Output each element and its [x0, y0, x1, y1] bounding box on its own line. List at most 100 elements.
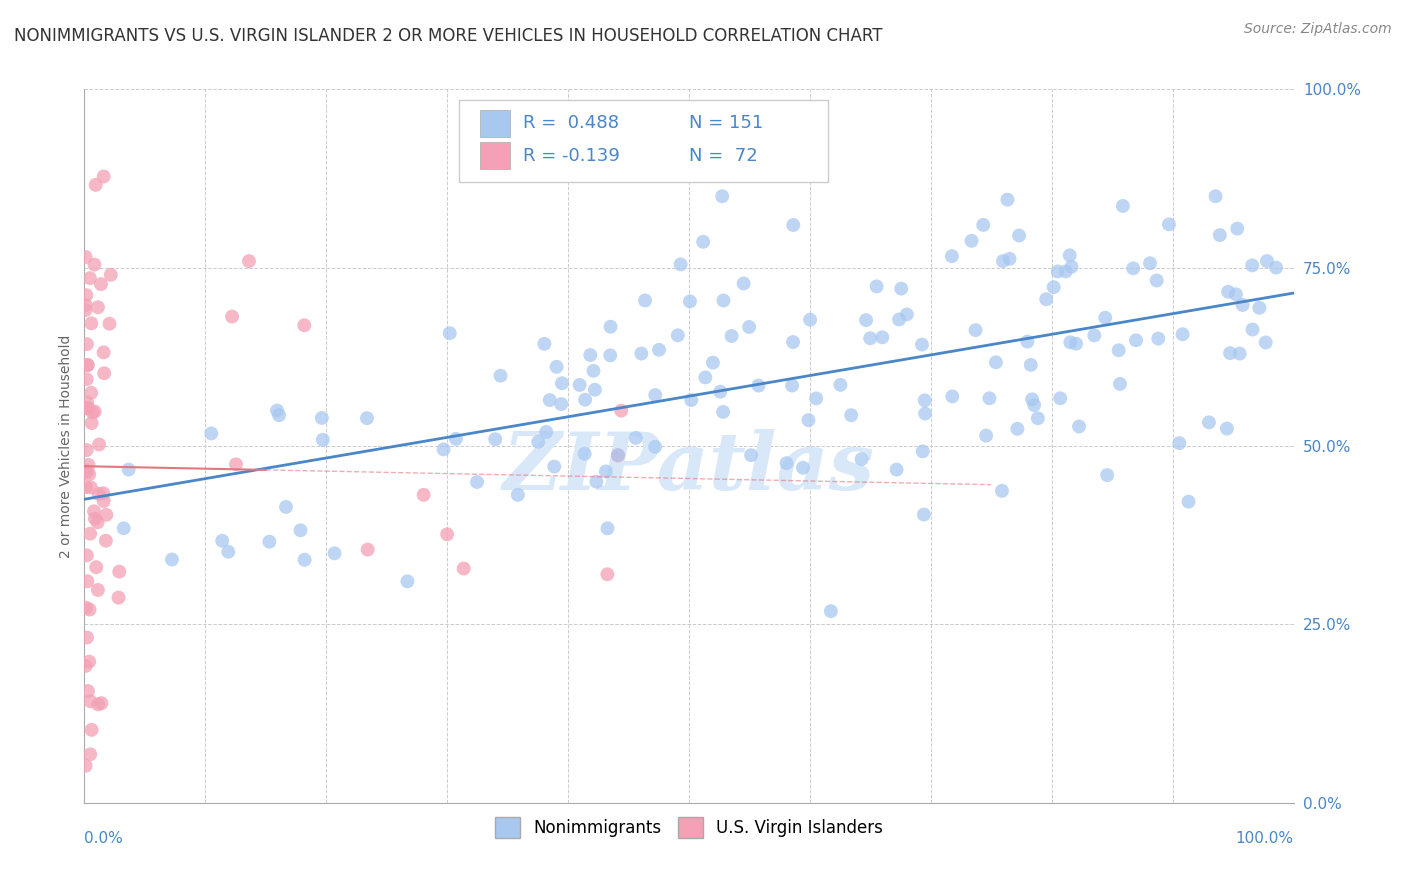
Point: [290, 523, 312, 537]
Point: [444, 432, 467, 446]
Point: [1035, 292, 1057, 306]
Point: [527, 434, 550, 449]
Point: [634, 293, 657, 308]
Point: [1241, 322, 1264, 336]
Point: [1112, 199, 1135, 213]
Point: [582, 364, 605, 378]
Point: [98, 317, 121, 331]
Point: [465, 475, 488, 489]
Point: [1024, 398, 1046, 412]
Point: [118, 462, 141, 476]
Point: [538, 393, 561, 408]
Point: [323, 546, 346, 560]
Y-axis label: 2 or more Vehicles in Household: 2 or more Vehicles in Household: [59, 334, 73, 558]
Text: ZIPatlas: ZIPatlas: [503, 429, 875, 506]
Point: [396, 574, 419, 589]
Point: [107, 591, 129, 605]
Point: [695, 370, 717, 384]
Point: [1054, 264, 1077, 278]
Point: [550, 397, 572, 411]
Point: [1026, 411, 1049, 425]
Point: [568, 378, 591, 392]
Point: [1177, 494, 1199, 508]
Point: [80, 416, 103, 430]
Point: [200, 426, 222, 441]
Point: [93, 486, 115, 500]
Point: [93, 494, 115, 508]
Point: [711, 405, 734, 419]
Point: [1241, 259, 1264, 273]
Point: [644, 440, 666, 454]
Point: [484, 432, 506, 446]
Point: [534, 425, 557, 439]
Point: [780, 378, 803, 392]
Point: [76, 549, 98, 563]
Point: [596, 521, 619, 535]
Point: [1209, 228, 1232, 243]
Point: [1205, 189, 1227, 203]
Point: [1108, 343, 1130, 358]
Point: [713, 293, 735, 308]
Point: [984, 355, 1007, 369]
Point: [80, 481, 103, 495]
Point: [679, 294, 702, 309]
Point: [1042, 280, 1064, 294]
Point: [1229, 346, 1251, 360]
Point: [911, 444, 934, 458]
Point: [998, 252, 1021, 266]
Point: [792, 460, 814, 475]
Point: [533, 336, 555, 351]
Point: [972, 218, 994, 232]
Point: [96, 508, 118, 522]
Point: [1083, 328, 1105, 343]
Point: [1226, 221, 1249, 235]
Point: [740, 448, 762, 462]
Point: [1232, 298, 1254, 312]
Point: [747, 378, 769, 392]
Text: Source: ZipAtlas.com: Source: ZipAtlas.com: [1244, 22, 1392, 37]
Point: [75, 659, 97, 673]
Point: [702, 356, 724, 370]
Point: [412, 488, 434, 502]
Point: [108, 565, 131, 579]
Point: [77, 655, 100, 669]
Point: [738, 320, 761, 334]
Point: [912, 508, 935, 522]
Point: [77, 401, 100, 416]
Point: [311, 411, 333, 425]
Point: [76, 359, 98, 373]
Point: [356, 411, 378, 425]
Point: [1168, 436, 1191, 450]
Point: [911, 337, 934, 351]
Point: [974, 428, 997, 442]
Point: [100, 268, 122, 282]
Point: [93, 366, 115, 380]
Point: [775, 456, 797, 470]
Point: [979, 391, 1001, 405]
Point: [596, 567, 619, 582]
Text: R =  0.488: R = 0.488: [523, 114, 619, 132]
Point: [82, 406, 104, 420]
Point: [84, 178, 107, 192]
Point: [80, 723, 103, 737]
Point: [76, 395, 98, 409]
Point: [79, 747, 101, 762]
Point: [1218, 285, 1240, 299]
Point: [356, 542, 378, 557]
Point: [1216, 421, 1239, 435]
Point: [87, 437, 110, 451]
Point: [75, 463, 97, 477]
Point: [90, 277, 112, 291]
Point: [1219, 346, 1241, 360]
Point: [79, 694, 101, 708]
Point: [506, 488, 529, 502]
Point: [890, 282, 912, 296]
Point: [294, 553, 316, 567]
Point: [93, 169, 115, 184]
Point: [75, 480, 97, 494]
Point: [94, 533, 117, 548]
Point: [865, 279, 887, 293]
Point: [79, 271, 101, 285]
Point: [80, 316, 103, 330]
Point: [797, 413, 820, 427]
